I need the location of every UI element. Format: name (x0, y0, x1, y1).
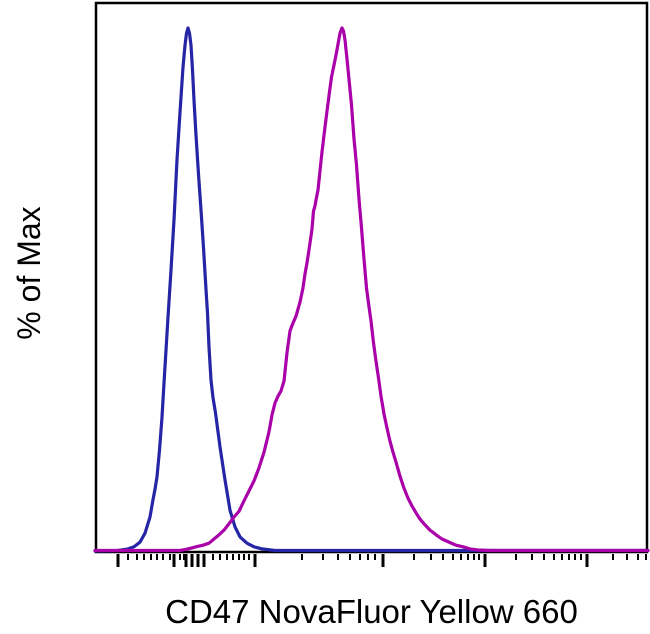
x-axis-major-tick (253, 554, 257, 567)
x-axis-minor-tick (473, 554, 475, 560)
x-axis-minor-tick (626, 554, 628, 560)
x-axis-minor-tick (301, 554, 303, 560)
x-axis-minor-tick (162, 554, 164, 560)
x-axis-minor-tick (156, 554, 158, 560)
x-axis-major-tick (483, 554, 487, 567)
x-axis-minor-tick (169, 554, 171, 560)
x-axis-minor-tick (219, 554, 221, 560)
x-axis-major-tick (196, 554, 200, 567)
x-axis-minor-tick (179, 554, 181, 560)
x-axis-minor-tick (243, 554, 245, 560)
x-axis-major-tick (190, 554, 194, 567)
x-axis-minor-tick (143, 554, 145, 560)
x-axis-minor-tick (645, 554, 647, 560)
x-axis-major-tick (381, 554, 385, 567)
x-axis-minor-tick (349, 554, 351, 560)
x-axis-major-tick (184, 554, 188, 567)
x-axis-minor-tick (183, 554, 185, 560)
x-axis-label: CD47 NovaFluor Yellow 660 (165, 593, 578, 630)
x-axis-minor-tick (531, 554, 533, 560)
x-axis-minor-tick (226, 554, 228, 560)
y-axis-label: % of Max (11, 206, 47, 340)
x-axis-minor-tick (543, 554, 545, 560)
x-axis-minor-tick (637, 554, 639, 560)
x-axis-minor-tick (359, 554, 361, 560)
x-axis-minor-tick (515, 554, 517, 560)
x-axis-minor-tick (553, 554, 555, 560)
x-axis-minor-tick (136, 554, 138, 560)
x-axis-major-tick (585, 554, 589, 567)
plot-border (94, 1, 649, 554)
x-axis-minor-tick (322, 554, 324, 560)
x-axis-minor-tick (232, 554, 234, 560)
x-axis-minor-tick (150, 554, 152, 560)
x-axis-major-tick (202, 554, 206, 567)
x-axis-minor-tick (467, 554, 469, 560)
x-axis-minor-tick (337, 554, 339, 560)
x-axis-minor-tick (374, 554, 376, 560)
cd47-novafluor-yellow-660-stained-curve (93, 26, 650, 553)
x-axis-minor-tick (367, 554, 369, 560)
x-axis-minor-tick (460, 554, 462, 560)
x-axis-minor-tick (413, 554, 415, 560)
x-axis-minor-tick (568, 554, 570, 560)
x-axis-minor-tick (238, 554, 240, 560)
x-axis-minor-tick (478, 554, 480, 560)
x-axis-minor-tick (430, 554, 432, 560)
x-axis-major-tick (116, 554, 120, 567)
x-axis-ticks (116, 554, 647, 567)
x-axis-minor-tick (574, 554, 576, 560)
negative-control-curve (93, 26, 650, 553)
x-axis-minor-tick (561, 554, 563, 560)
x-axis-major-tick (172, 554, 176, 567)
x-axis-minor-tick (442, 554, 444, 560)
x-axis-minor-tick (127, 554, 129, 560)
x-axis-minor-tick (248, 554, 250, 560)
x-axis-minor-tick (580, 554, 582, 560)
x-axis-minor-tick (612, 554, 614, 560)
x-axis-minor-tick (212, 554, 214, 560)
x-axis-minor-tick (452, 554, 454, 560)
